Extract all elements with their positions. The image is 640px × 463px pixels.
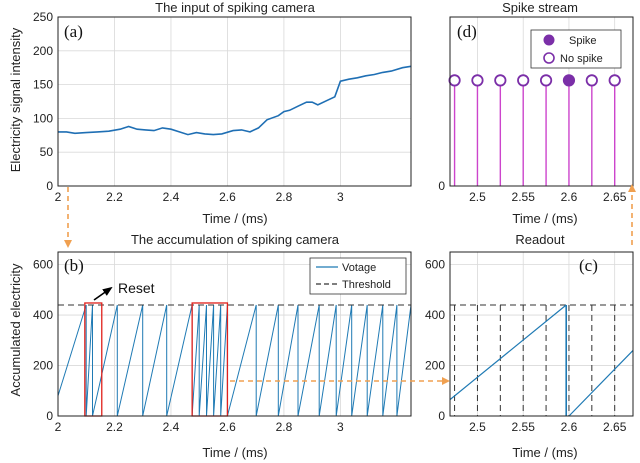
legend-panel-d: Spike No spike <box>530 29 622 69</box>
b-xtick-label-5: 3 <box>337 420 344 434</box>
d-nospike-marker-3 <box>517 74 530 87</box>
a-signal-line <box>58 65 412 136</box>
b-axes-frame <box>57 251 412 417</box>
d-xtick-label-1: 2.55 <box>512 190 536 204</box>
reset-arrow <box>93 286 113 301</box>
panel-label-c: (c) <box>579 256 598 275</box>
legend-b-box <box>309 257 407 295</box>
d-nospike-marker-6 <box>585 74 598 87</box>
d-xtick-label-2: 2.6 <box>561 190 578 204</box>
b-xtick-label-2: 2.4 <box>163 420 180 434</box>
xlabel-panel-a: Time / (ms) <box>202 211 267 226</box>
b-xtick-label-0: 2 <box>55 420 62 434</box>
c-voltage-segment-1 <box>568 349 634 417</box>
a-ytick-label-1: 50 <box>40 145 54 159</box>
a-ytick-label-3: 150 <box>33 78 53 92</box>
a-xtick-label-5: 3 <box>337 190 344 204</box>
title-panel-d: Spike stream <box>502 0 578 15</box>
c-axes-frame <box>449 251 634 417</box>
a-xtick-label-4: 2.8 <box>276 190 293 204</box>
d-nospike-marker-7 <box>608 74 621 87</box>
legend-d-nospike-label: No spike <box>560 53 603 65</box>
d-ytick-label-0: 0 <box>438 179 445 193</box>
a-ytick-label-2: 100 <box>33 111 53 125</box>
d-axes-frame <box>449 16 634 187</box>
a-xtick-label-2: 2.4 <box>163 190 180 204</box>
panel-label-d: (d) <box>457 22 477 41</box>
b-ytick-label-3: 600 <box>33 258 53 272</box>
d-nospike-marker-2 <box>494 74 507 87</box>
title-panel-a: The input of spiking camera <box>155 0 315 15</box>
b-ytick-label-2: 400 <box>33 308 53 322</box>
c-ytick-label-0: 0 <box>438 409 445 423</box>
c-ytick-label-3: 600 <box>425 258 445 272</box>
d-xtick-label-3: 2.65 <box>603 190 627 204</box>
panel-label-b: (b) <box>64 256 84 275</box>
panel-label-a: (a) <box>64 22 83 41</box>
d-nospike-marker-1 <box>471 74 484 87</box>
legend-b-voltage-label: Votage <box>342 262 376 274</box>
c-ytick-label-1: 200 <box>425 359 445 373</box>
title-panel-c: Readout <box>515 232 565 247</box>
a-ytick-label-4: 200 <box>33 44 53 58</box>
b-ytick-label-1: 200 <box>33 359 53 373</box>
b-voltage-line <box>57 304 412 417</box>
xlabel-panel-d: Time / (ms) <box>512 211 577 226</box>
d-xtick-label-0: 2.5 <box>469 190 486 204</box>
d-nospike-marker-0 <box>448 74 461 87</box>
d-spike-marker-5 <box>562 74 576 87</box>
legend-d-spike-label: Spike <box>569 35 597 47</box>
b-ytick-label-0: 0 <box>46 409 53 423</box>
legend-panel-b: Votage Threshold <box>309 257 407 295</box>
b-xtick-label-1: 2.2 <box>106 420 123 434</box>
c-ytick-label-2: 400 <box>425 308 445 322</box>
b-xtick-label-4: 2.8 <box>276 420 293 434</box>
xlabel-panel-c: Time / (ms) <box>512 445 577 460</box>
a-xtick-label-1: 2.2 <box>106 190 123 204</box>
c-xtick-label-0: 2.5 <box>469 420 486 434</box>
legend-d-nospike-marker <box>543 52 555 64</box>
xlabel-panel-b: Time / (ms) <box>202 445 267 460</box>
b-xtick-label-3: 2.6 <box>219 420 236 434</box>
legend-d-spike-marker <box>543 34 555 46</box>
panel-a-input: 2 2.2 2.4 2.6 2.8 3 0 50 100 150 200 250 <box>33 10 412 204</box>
a-ytick-label-5: 250 <box>33 10 53 24</box>
a-xtick-label-3: 2.6 <box>219 190 236 204</box>
d-nospike-marker-4 <box>539 74 553 87</box>
c-xtick-label-1: 2.55 <box>512 420 536 434</box>
ylabel-panel-b: Accumulated electricity <box>8 263 23 396</box>
reset-annotation: Reset <box>118 280 155 296</box>
a-xtick-label-0: 2 <box>55 190 62 204</box>
a-ytick-label-0: 0 <box>46 179 53 193</box>
a-axes-frame <box>57 16 412 187</box>
panel-c-readout: 2.5 2.55 2.6 2.65 0 200 400 600 <box>425 251 634 434</box>
legend-b-threshold-label: Threshold <box>342 279 391 291</box>
c-xtick-label-3: 2.65 <box>603 420 627 434</box>
c-voltage-segment-0 <box>449 304 567 401</box>
title-panel-b: The accumulation of spiking camera <box>131 232 340 247</box>
panel-d-spike-stream: 2.5 2.55 2.6 2.65 0 <box>438 16 634 204</box>
c-xtick-label-2: 2.6 <box>561 420 578 434</box>
ylabel-panel-a: Electricity signal intensity <box>8 27 23 172</box>
